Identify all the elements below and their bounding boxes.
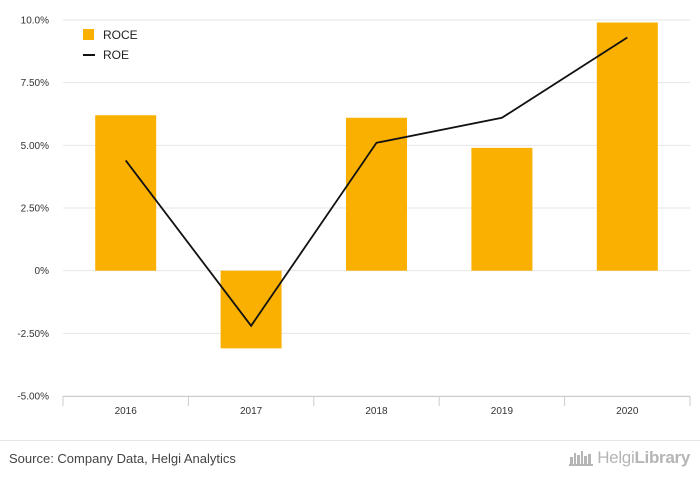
y-tick-label: -5.00% <box>17 392 49 403</box>
y-tick-label: 10.0% <box>21 16 49 27</box>
source-note: Source: Company Data, Helgi Analytics <box>9 451 236 466</box>
legend-roce-label: ROCE <box>103 28 138 42</box>
chart: 10.0%7.50%5.00%2.50%0%-2.50%-5.00% 2016 2… <box>17 16 691 417</box>
x-tick-label: 2016 <box>115 406 138 417</box>
y-axis: 10.0% 7.50% 5.00% 2.50% 0% -2.50% -5.00% <box>17 16 49 403</box>
roce-bar <box>471 147 533 271</box>
roce-bar <box>596 22 658 271</box>
y-tick-label: 7.50% <box>21 78 49 89</box>
roce-bar <box>220 270 282 349</box>
city-skyline-icon <box>569 451 594 466</box>
y-tick-label: -2.50% <box>17 329 49 340</box>
x-tick-label: 2018 <box>365 406 388 417</box>
roce-bar <box>346 117 407 271</box>
legend: ROCE ROE <box>83 28 138 62</box>
roce-bars <box>95 22 658 349</box>
roe-line-group <box>124 36 628 328</box>
brand-logo: HelgiLibrary <box>569 448 690 468</box>
footer-divider <box>0 440 700 441</box>
x-tick-label: 2019 <box>491 406 514 417</box>
roe-line <box>124 36 628 328</box>
x-axis: 2016 2017 2018 2019 2020 <box>62 396 691 417</box>
y-tick-label: 5.00% <box>21 141 49 152</box>
y-tick-label: 2.50% <box>21 204 49 215</box>
x-tick-label: 2017 <box>240 406 263 417</box>
brand-name-bold: Library <box>634 448 690 467</box>
legend-roe-label: ROE <box>103 48 129 62</box>
x-tick-label: 2020 <box>616 406 639 417</box>
roce-bar <box>95 115 157 271</box>
brand-name-light: Helgi <box>597 448 635 467</box>
legend-roce-swatch <box>83 29 94 40</box>
brand-name: HelgiLibrary <box>597 448 690 468</box>
y-tick-label: 0% <box>35 266 50 277</box>
